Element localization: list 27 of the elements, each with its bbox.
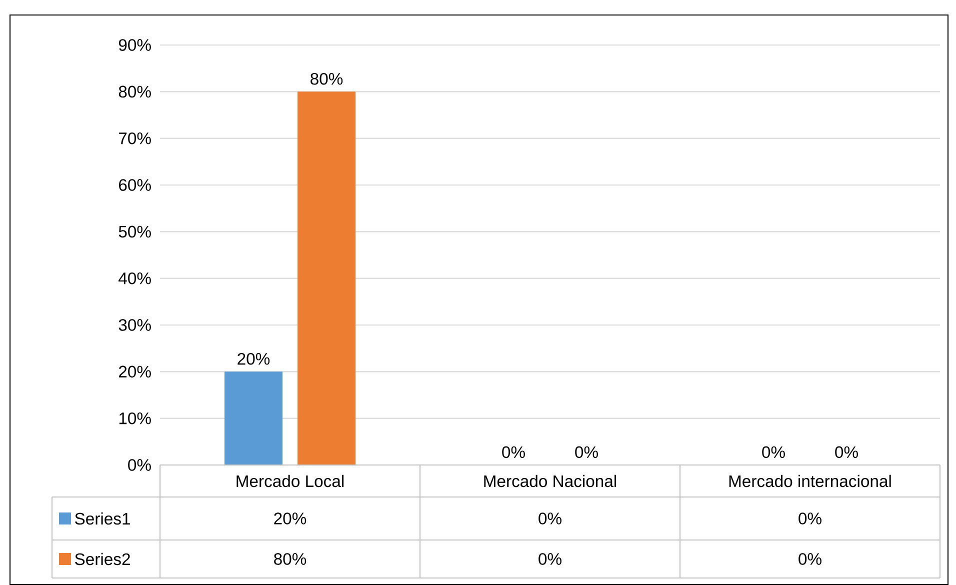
y-tick-label: 80% <box>118 86 151 98</box>
y-tick-label: 20% <box>119 366 151 378</box>
data-label: 80% <box>274 553 306 565</box>
x-tick-label: Mercado Local <box>236 474 344 488</box>
text: 20% <box>238 352 270 365</box>
y-tick-label: 30% <box>118 319 151 331</box>
data-label: 0% <box>798 553 822 565</box>
data-label: 0% <box>798 512 822 524</box>
text: 0% <box>835 446 858 458</box>
text: 0% <box>762 446 785 458</box>
data-label: 0% <box>538 553 562 565</box>
data-label: 0% <box>538 512 562 524</box>
x-tick-label: Mercado Nacional <box>484 474 616 488</box>
y-tick-label: 70% <box>119 132 151 144</box>
y-tick-label: 50% <box>118 226 151 238</box>
y-tick-label: 10% <box>119 412 151 424</box>
text: 0% <box>502 446 525 458</box>
y-tick-label: 90% <box>118 39 151 51</box>
text: 80% <box>310 72 343 85</box>
y-tick-label: 60% <box>119 179 151 191</box>
legend-label: Series1 <box>75 512 130 525</box>
data-label: 20% <box>274 512 306 524</box>
x-tick-label: Mercado internacional <box>729 474 891 488</box>
legend-label: Series2 <box>75 552 130 566</box>
text: 0% <box>575 446 598 458</box>
y-tick-label: 0% <box>128 459 151 471</box>
y-tick-label: 40% <box>118 272 151 284</box>
